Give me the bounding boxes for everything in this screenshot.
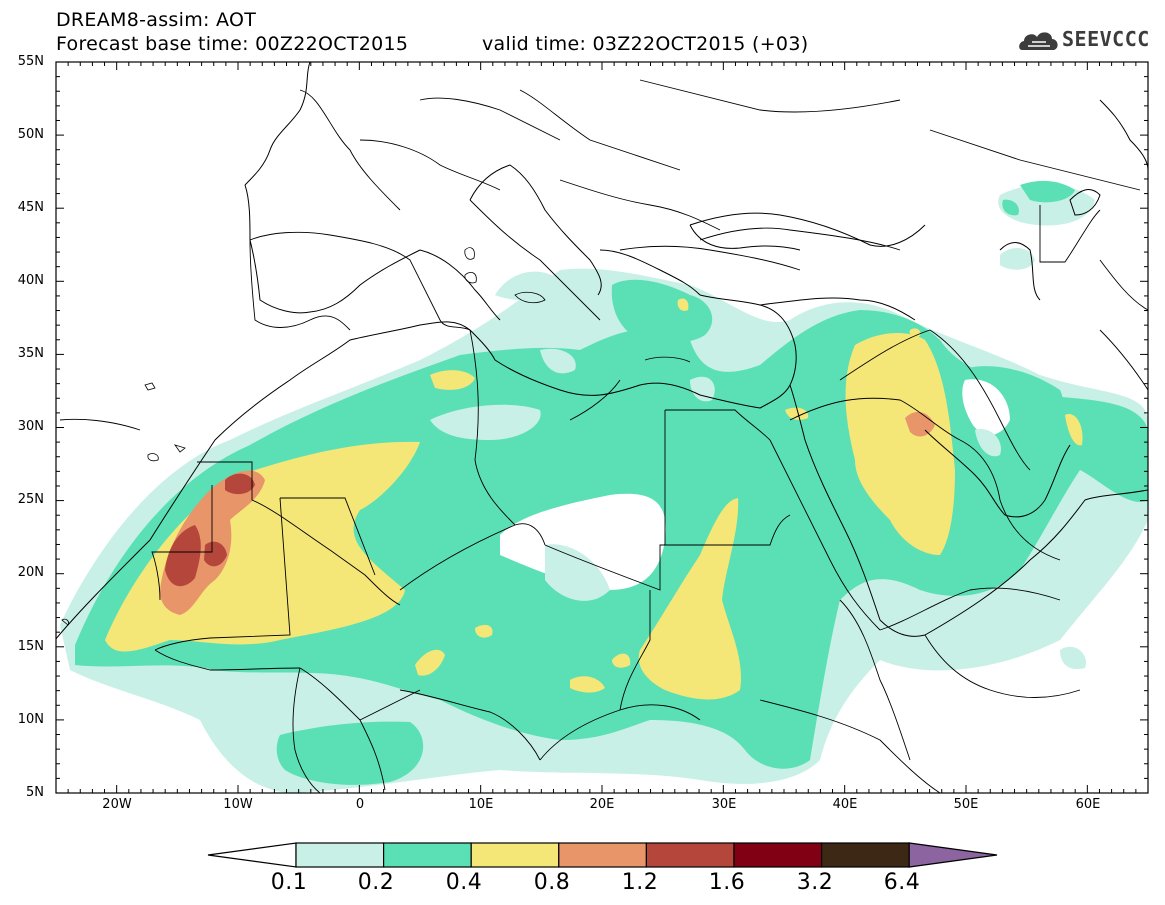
coastlines — [56, 62, 1148, 640]
legend-label: 1.2 — [621, 870, 659, 895]
lon-label: 50E — [953, 797, 979, 812]
legend-arrow-high — [908, 842, 998, 868]
lon-label: 10E — [468, 797, 494, 812]
cloud-icon — [1019, 32, 1058, 50]
lon-label: 40E — [832, 797, 858, 812]
forecast-base-time: Forecast base time: 00Z22OCT2015 — [56, 33, 409, 55]
lon-label: 20W — [102, 797, 132, 812]
country-boundaries — [59, 79, 1148, 793]
lat-label: 10N — [17, 712, 44, 727]
islands — [61, 247, 691, 626]
aot-clear-areas — [430, 348, 1010, 601]
lon-label: 10W — [223, 797, 253, 812]
legend-swatch — [645, 842, 735, 868]
legend-swatch — [383, 842, 472, 868]
color-bar — [207, 842, 998, 868]
axis-ticks — [55, 61, 1149, 794]
lat-label: 20N — [17, 565, 44, 580]
legend-swatch — [733, 842, 823, 868]
legend-swatch — [558, 842, 647, 868]
lat-label: 5N — [26, 785, 44, 800]
lon-label: 0 — [355, 797, 365, 812]
lat-label: 45N — [17, 200, 44, 215]
lon-label: 60E — [1075, 797, 1101, 812]
lat-label: 30N — [17, 419, 44, 434]
legend-label: 0.8 — [533, 870, 571, 895]
valid-time: valid time: 03Z22OCT2015 (+03) — [482, 33, 809, 55]
legend-label: 0.2 — [357, 870, 395, 895]
aot-contours — [60, 180, 1148, 793]
lat-label: 40N — [17, 273, 44, 288]
legend-swatch — [470, 842, 560, 868]
legend-label: 0.4 — [445, 870, 483, 895]
legend-label: 1.6 — [708, 870, 746, 895]
lat-label: 35N — [17, 346, 44, 361]
lat-label: 55N — [17, 54, 44, 69]
lat-label: 25N — [17, 492, 44, 507]
legend-label: 3.2 — [796, 870, 834, 895]
lon-label: 30E — [711, 797, 737, 812]
legend-arrow-low — [207, 842, 297, 868]
legend-label: 0.1 — [270, 870, 308, 895]
aot-band-1-2 — [165, 473, 255, 587]
legend-label: 6.4 — [883, 870, 921, 895]
map-title: DREAM8-assim: AOT — [56, 9, 257, 31]
lon-label: 20E — [589, 797, 615, 812]
lat-label: 50N — [17, 127, 44, 142]
legend-swatch — [295, 842, 385, 868]
logo-text: SEEVCCC — [1062, 27, 1150, 51]
legend-swatch — [820, 842, 910, 868]
lat-label: 15N — [17, 639, 44, 654]
